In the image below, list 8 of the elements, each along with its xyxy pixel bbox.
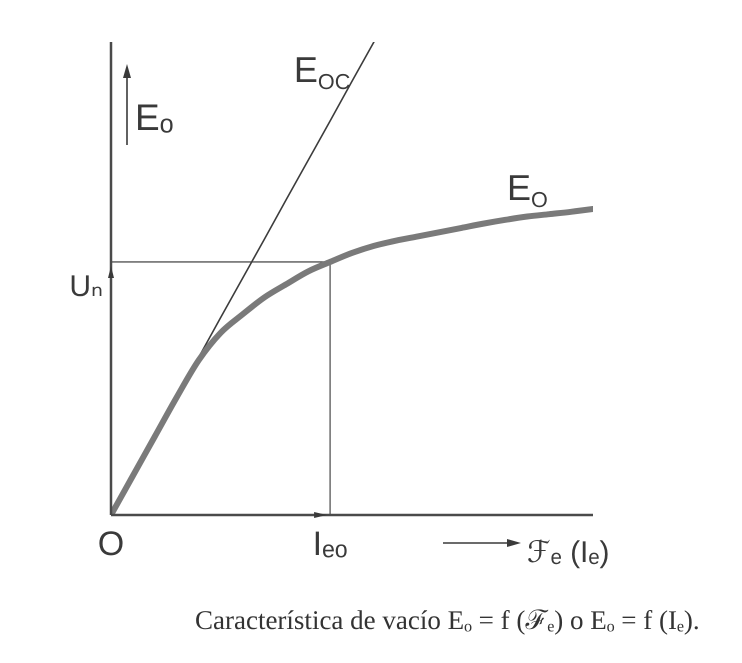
ref-line-label: Uₙ xyxy=(69,270,103,303)
x-axis-title: ℱₑ (Iₑ) xyxy=(527,536,610,569)
y-axis-title: Eₒ xyxy=(135,97,174,138)
x-tick-label: O xyxy=(98,525,124,563)
text: Característica de vacío Eₒ = f (ℱₑ) o Eₒ = f (Iₑ). xyxy=(195,604,700,637)
x-tick-label: Iₑₒ xyxy=(312,525,348,563)
series-label: E$_{OC}$ xyxy=(294,49,350,94)
series-label: E$_{O}$ xyxy=(507,166,548,212)
